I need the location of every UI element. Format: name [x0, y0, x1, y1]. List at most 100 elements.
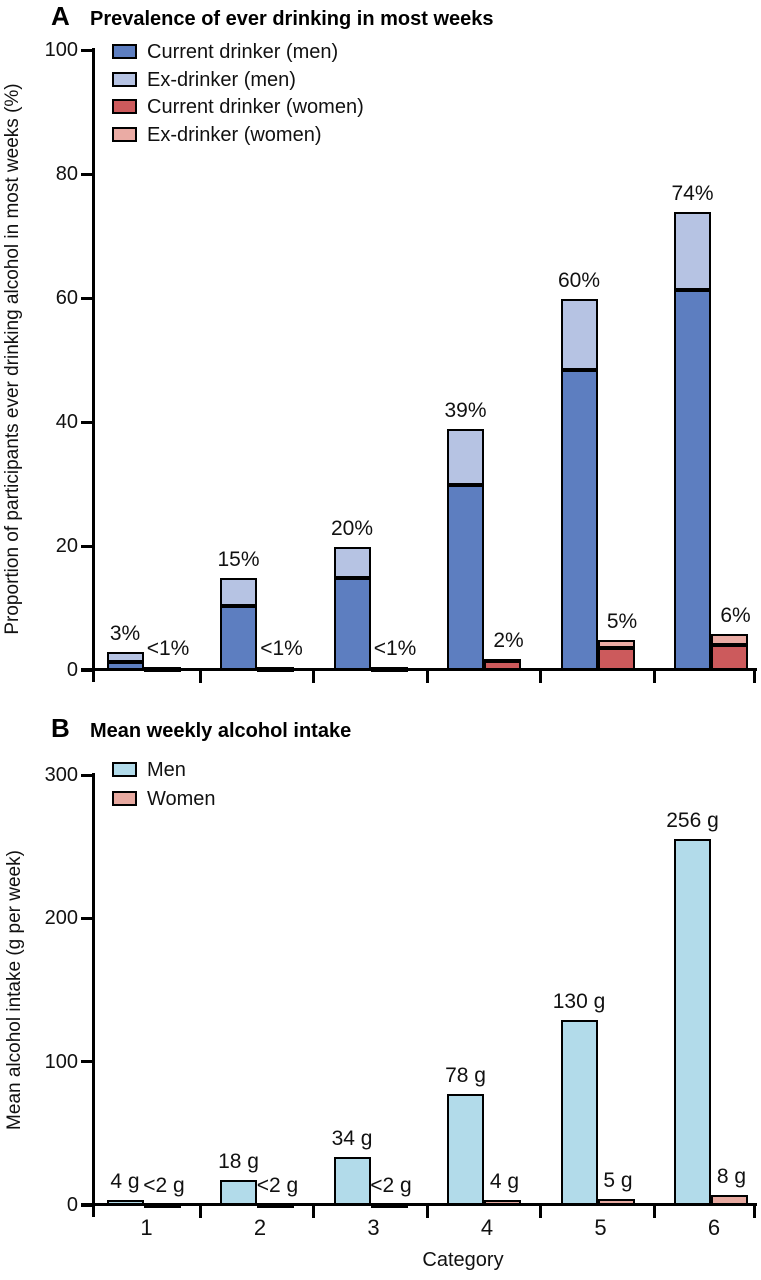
bar-label-panel-a-men-cat1: 3% [109, 622, 141, 646]
bar-ex-drinker-men-cat3 [333, 547, 371, 578]
bar-label-panel-b-men-cat5: 130 g [552, 989, 606, 1013]
panel-a-x-axis-line [81, 668, 757, 671]
bar-ex-drinker-men-cat5 [560, 299, 598, 371]
panel-a-x-tick-6 [753, 671, 756, 683]
panel-b-x-tick-5 [652, 1206, 656, 1218]
legend-swatch-men [112, 762, 137, 777]
bar-label-panel-b-women-cat2: <2 g [256, 1173, 299, 1197]
bar-current-drinker-men-cat6 [674, 289, 711, 671]
bar-label-panel-a-women-cat3: <1% [373, 636, 417, 660]
bar-label-panel-b-women-cat1: <2 g [143, 1173, 185, 1197]
legend-swatch-current-drinker-women [112, 99, 137, 114]
panel-a-y-tick-label-100: 100 [44, 39, 78, 61]
legend-label-current-drinker-women: Current drinker (women) [147, 96, 364, 118]
bar-label-panel-b-women-cat6: 8 g [716, 1164, 747, 1188]
panel-b-y-tick-0 [81, 1203, 93, 1207]
legend-label-women: Women [147, 787, 216, 810]
bar-label-panel-a-women-cat1: <1% [146, 636, 190, 660]
panel-b-y-axis-line [92, 773, 95, 1217]
panel-b-x-tick-4 [539, 1206, 543, 1218]
panel-b-y-tick-label-100: 100 [44, 1050, 78, 1073]
panel-a-y-tick-60 [81, 296, 93, 300]
panel-a-y-tick-80 [81, 172, 93, 176]
bar-current-drinker-men-cat5 [560, 370, 598, 671]
legend-swatch-ex-drinker-men [112, 71, 137, 87]
panel-a-y-tick-label-40: 40 [55, 411, 78, 433]
panel-a-y-tick-100 [81, 48, 93, 52]
panel-b-x-tick-2 [312, 1206, 316, 1218]
bar-label-panel-b-men-cat2: 18 g [218, 1150, 259, 1174]
panel-a-x-tick-1 [198, 671, 202, 683]
bar-label-panel-a-men-cat6: 74% [671, 182, 714, 206]
bar-ex-drinker-men-cat1 [106, 652, 144, 663]
panel-b-y-tick-label-200: 200 [44, 907, 78, 930]
panel-a-x-tick-2 [312, 671, 316, 683]
panel-a-y-tick-20 [81, 544, 93, 548]
bar-label-panel-b-men-cat1: 4 g [110, 1170, 140, 1194]
legend-swatch-ex-drinker-women [112, 126, 137, 142]
panel-a-y-tick-40 [81, 420, 93, 424]
panel-b-x-tick-label-5: 5 [594, 1215, 607, 1240]
panel-b-y-tick-100 [81, 1060, 93, 1064]
legend-label-current-drinker-men: Current drinker (men) [147, 41, 339, 63]
panel-b-x-tick-label-3: 3 [367, 1215, 380, 1240]
bar-ex-drinker-women-cat6 [711, 633, 748, 645]
panel-b-x-tick-3 [425, 1206, 429, 1218]
panel-a-title: Prevalence of ever drinking in most week… [90, 8, 494, 30]
bar-current-drinker-men-cat4 [447, 485, 484, 671]
bar-label-panel-a-women-cat4: 2% [493, 628, 524, 652]
panel-b-letter: B [51, 713, 70, 743]
panel-b-x-tick-label-4: 4 [480, 1215, 494, 1240]
panel-b-y-tick-label-0: 0 [66, 1194, 78, 1216]
legend-label-ex-drinker-men: Ex-drinker (men) [147, 68, 296, 91]
panel-a-y-tick-label-0: 0 [66, 659, 78, 681]
bar-label-panel-a-men-cat5: 60% [557, 269, 601, 292]
bar-label-panel-b-women-cat5: 5 g [603, 1168, 633, 1192]
panel-a-y-axis-line [92, 48, 95, 682]
panel-a-x-tick-5 [652, 671, 656, 683]
panel-b-x-tick-label-6: 6 [707, 1215, 721, 1240]
panel-b-x-axis-label: Category [422, 1249, 504, 1271]
panel-b-x-tick-label-1: 1 [140, 1215, 153, 1240]
bar-label-panel-a-women-cat5: 5% [606, 610, 638, 633]
legend-swatch-women [112, 790, 137, 806]
panel-b-y-tick-label-300: 300 [44, 764, 78, 786]
panel-b-x-tick-label-2: 2 [253, 1215, 267, 1240]
panel-a-y-tick-0 [81, 668, 93, 672]
bar-men-cat6 [674, 839, 711, 1206]
bar-ex-drinker-men-cat4 [447, 429, 484, 485]
panel-b-y-tick-300 [81, 773, 93, 777]
bar-label-panel-b-women-cat4: 4 g [489, 1170, 520, 1194]
legend-label-ex-drinker-women: Ex-drinker (women) [147, 123, 322, 146]
panel-a-y-tick-label-20: 20 [55, 535, 78, 557]
bar-label-panel-a-women-cat6: 6% [720, 603, 751, 627]
bar-label-panel-b-men-cat4: 78 g [445, 1064, 486, 1088]
panel-b-x-axis-line [81, 1203, 757, 1206]
bar-label-panel-b-men-cat3: 34 g [331, 1127, 373, 1151]
bar-men-cat2 [220, 1180, 257, 1206]
bar-ex-drinker-women-cat5 [597, 640, 635, 649]
panel-a-y-tick-label-60: 60 [55, 287, 78, 309]
panel-b-y-tick-200 [81, 916, 93, 920]
panel-b-title: Mean weekly alcohol intake [90, 720, 352, 742]
panel-a-y-tick-label-80: 80 [55, 163, 78, 185]
bar-label-panel-a-men-cat4: 39% [444, 399, 487, 423]
panel-a-x-tick-4 [539, 671, 543, 683]
bar-ex-drinker-men-cat6 [674, 212, 711, 290]
bar-current-drinker-men-cat2 [220, 605, 257, 671]
bar-men-cat3 [333, 1157, 371, 1206]
panel-a-x-tick-3 [425, 671, 429, 683]
panel-b-x-tick-1 [198, 1206, 202, 1218]
bar-label-panel-b-women-cat3: <2 g [370, 1173, 412, 1197]
bar-label-panel-a-men-cat3: 20% [330, 517, 374, 540]
bar-ex-drinker-women-cat4 [484, 658, 521, 663]
bar-label-panel-a-men-cat2: 15% [217, 548, 260, 571]
legend-label-men: Men [147, 759, 186, 781]
legend-swatch-current-drinker-men [112, 44, 137, 59]
panel-b-x-tick-6 [753, 1206, 756, 1218]
bar-label-panel-a-women-cat2: <1% [260, 636, 303, 660]
panel-a-letter: A [51, 1, 70, 31]
bar-label-panel-b-men-cat6: 256 g [666, 809, 719, 833]
